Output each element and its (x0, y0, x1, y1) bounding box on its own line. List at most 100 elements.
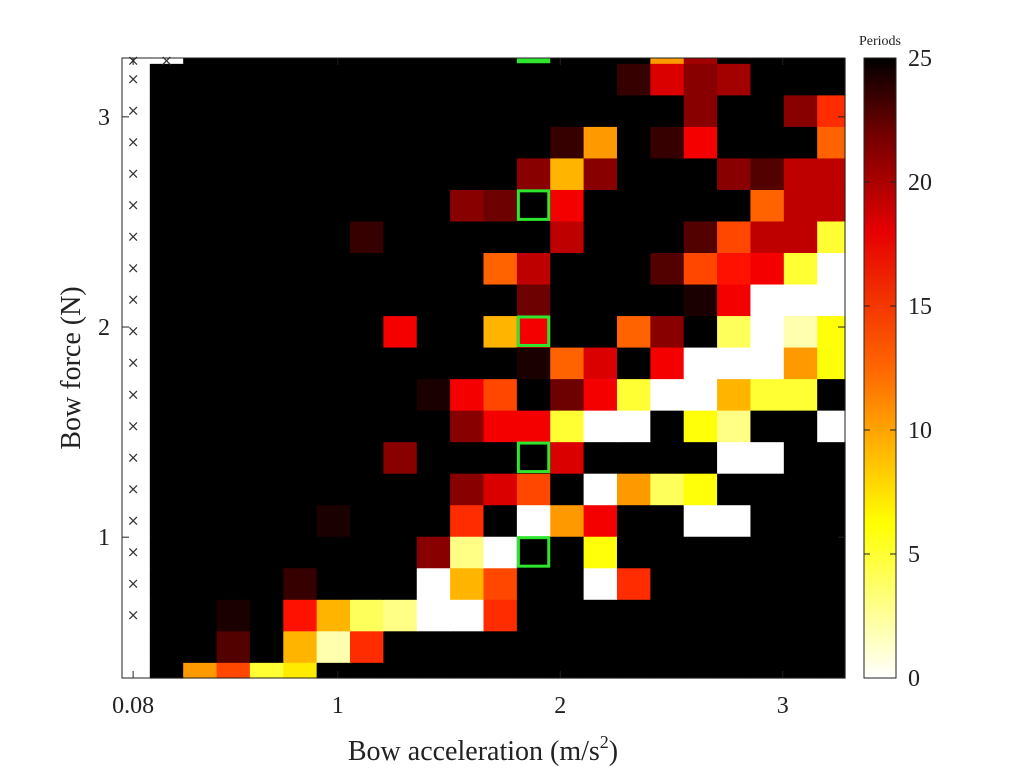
heatmap-cell (316, 315, 351, 348)
heatmap-cell (683, 126, 718, 159)
heatmap-cell (316, 567, 351, 600)
x-marker: × (127, 102, 140, 120)
heatmap-cell (717, 315, 752, 348)
heatmap-cell (783, 157, 818, 190)
heatmap-cell (750, 536, 785, 569)
heatmap-cell (683, 58, 718, 64)
heatmap-cell (283, 58, 318, 64)
heatmap-cell (122, 662, 151, 679)
heatmap-cell (516, 504, 551, 537)
heatmap-cell (316, 63, 351, 96)
heatmap-cell (450, 662, 485, 679)
x-marker: × (127, 511, 140, 529)
heatmap-cell (717, 220, 752, 254)
heatmap-cell (616, 126, 651, 159)
heatmap-cell (483, 157, 518, 190)
heatmap-cell (450, 410, 485, 443)
heatmap-cell (817, 599, 846, 632)
heatmap-cell (516, 189, 551, 222)
heatmap-cell (516, 252, 551, 285)
heatmap-cell (383, 58, 418, 64)
colorbar-tick-label: 25 (908, 46, 932, 72)
heatmap-cell (416, 189, 451, 222)
heatmap-cell (650, 504, 685, 537)
heatmap-cell (717, 662, 752, 679)
heatmap-cell (122, 536, 151, 569)
heatmap-cell (750, 315, 785, 348)
heatmap-cell (750, 220, 785, 254)
heatmap-cell (550, 63, 585, 96)
heatmap-cell (683, 157, 718, 190)
heatmap-cell (216, 94, 251, 127)
heatmap-cell (283, 378, 318, 411)
heatmap-cell (149, 567, 184, 600)
heatmap-cell (450, 630, 485, 663)
heatmap-cell (316, 252, 351, 285)
heatmap-cell (483, 58, 518, 64)
heatmap-cell (616, 157, 651, 190)
heatmap-cell (316, 441, 351, 474)
colorbar-gradient (863, 57, 897, 679)
colorbar-tick-label: 20 (908, 170, 932, 196)
heatmap-cell (122, 346, 151, 380)
heatmap-cell (122, 599, 151, 632)
heatmap-cell (316, 94, 351, 127)
heatmap-cell (383, 441, 418, 474)
heatmap-cell (316, 58, 351, 64)
x-tick-label: 2 (554, 693, 566, 719)
heatmap-cell (717, 441, 752, 474)
heatmap-cell (450, 94, 485, 127)
heatmap-cell (516, 567, 551, 600)
heatmap-cell (783, 662, 818, 679)
heatmap-cell (717, 346, 752, 380)
heatmap-cell (550, 441, 585, 474)
heatmap-cell (283, 157, 318, 190)
heatmap-cell (616, 63, 651, 96)
heatmap-cell (283, 441, 318, 474)
heatmap-cell (583, 252, 618, 285)
heatmap-cell (683, 283, 718, 317)
heatmap-cell (783, 599, 818, 632)
heatmap-cell (450, 252, 485, 285)
heatmap-cell (316, 662, 351, 679)
heatmap-cell (650, 441, 685, 474)
heatmap-cell (216, 58, 251, 64)
heatmap-cell (383, 283, 418, 317)
heatmap-cell (183, 63, 218, 96)
heatmap-cell (583, 283, 618, 317)
heatmap-cell (616, 662, 651, 679)
heatmap-cell (516, 283, 551, 317)
heatmap-cell (416, 315, 451, 348)
colorbar-tick-label: 5 (908, 542, 920, 568)
heatmap-cell (149, 94, 184, 127)
heatmap-cell (249, 441, 284, 474)
x-marker: × (127, 322, 140, 340)
heatmap-cell (416, 410, 451, 443)
highlighted-cells (516, 58, 551, 568)
heatmap-cell (350, 315, 384, 348)
x-marker: × (127, 448, 140, 466)
heatmap-cell (216, 473, 251, 506)
heatmap-cell (316, 346, 351, 380)
heatmap-cell (350, 63, 384, 96)
heatmap-cell (583, 94, 618, 127)
heatmap-cell (383, 94, 418, 127)
heatmap-cell (817, 378, 846, 411)
heatmap-cell (550, 220, 585, 254)
heatmap-cell (583, 504, 618, 537)
heatmap-cell (516, 63, 551, 96)
heatmap-cell (249, 630, 284, 663)
heatmap-cell (750, 662, 785, 679)
heatmap-cell (783, 410, 818, 443)
heatmap-cell (350, 630, 384, 663)
heatmap-cell (350, 567, 384, 600)
x-marker: × (127, 385, 140, 403)
heatmap-cell (450, 189, 485, 222)
heatmap-cell (783, 58, 818, 64)
x-marker: × (127, 259, 140, 277)
heatmap-cell (149, 157, 184, 190)
heatmap-cell (550, 315, 585, 348)
heatmap-cell (149, 346, 184, 380)
heatmap-cell (583, 126, 618, 159)
